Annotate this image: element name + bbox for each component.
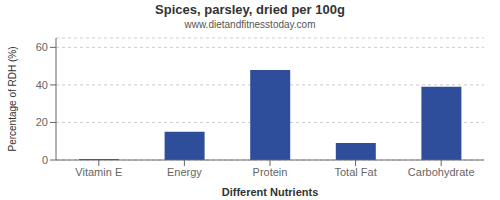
html-text:www.dietandfitnesstoday.com: www.dietandfitnesstoday.com: [184, 19, 316, 30]
svg-text:Different Nutrients: Different Nutrients: [222, 186, 319, 198]
svg-text:Percentage of RDH (%): Percentage of RDH (%): [8, 46, 18, 151]
svg-text:Energy: Energy: [167, 166, 202, 178]
svg-text:Protein: Protein: [253, 166, 288, 178]
svg-text:40: 40: [36, 79, 48, 91]
svg-text:Total Fat: Total Fat: [335, 166, 377, 178]
svg-text:Vitamin E: Vitamin E: [75, 166, 122, 178]
svg-text:0: 0: [42, 154, 48, 166]
svg-text:Carbohydrate: Carbohydrate: [408, 166, 475, 178]
html-text:Spices, parsley, dried per 100: Spices, parsley, dried per 100g: [155, 2, 345, 17]
svg-text:20: 20: [36, 116, 48, 128]
svg-text:60: 60: [36, 41, 48, 53]
